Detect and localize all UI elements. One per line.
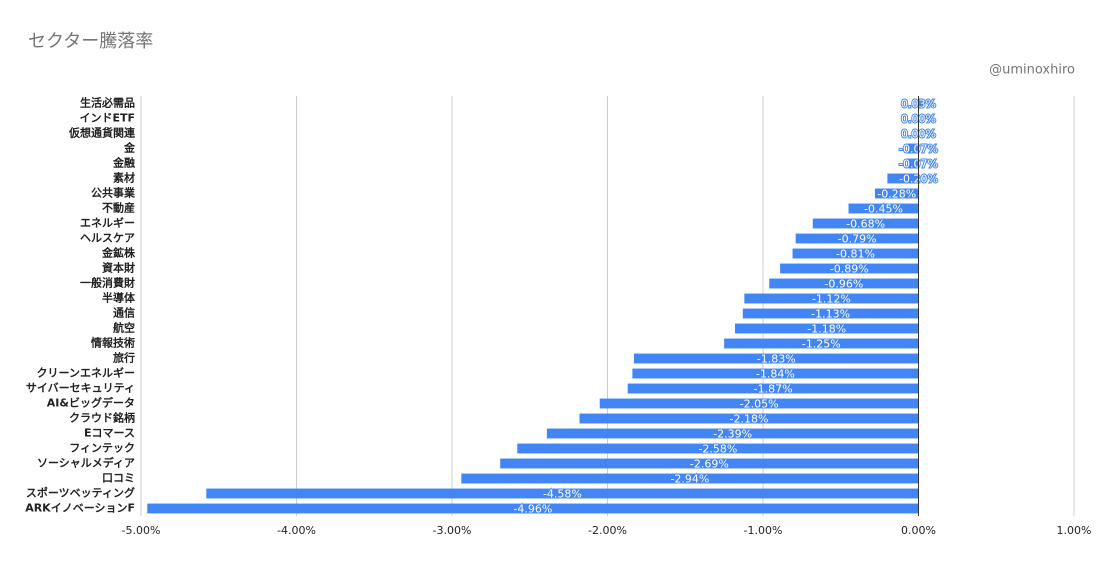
y-tick-label: 金融 xyxy=(112,156,135,170)
y-tick-label: Eコマース xyxy=(84,427,135,440)
value-label: -0.68% xyxy=(846,218,885,231)
value-label: -2.69% xyxy=(690,458,729,471)
value-label: -1.18% xyxy=(807,323,846,336)
chart-title: セクター騰落率 xyxy=(28,31,153,52)
y-tick-label: 生活必需品 xyxy=(80,96,135,110)
bar xyxy=(907,158,919,169)
y-tick-label: エネルギー xyxy=(80,216,135,230)
y-tick-label: 仮想通貨関連 xyxy=(68,126,136,140)
y-tick-label: 公共事業 xyxy=(91,186,136,200)
value-label: -2.18% xyxy=(730,413,769,426)
bar xyxy=(632,368,919,379)
y-tick-label: 一般消費財 xyxy=(80,276,135,290)
bar xyxy=(874,188,919,199)
bar xyxy=(461,473,919,484)
value-label: -0.89% xyxy=(830,263,869,276)
bar xyxy=(627,383,919,394)
bar xyxy=(742,308,919,319)
y-tick-label: ソーシャルメディア xyxy=(37,456,135,470)
y-tick-label: スポーツベッティング xyxy=(26,486,135,500)
bar xyxy=(918,98,924,109)
value-label: -1.25% xyxy=(802,338,841,351)
value-label: -2.58% xyxy=(698,443,737,456)
bar xyxy=(599,398,919,409)
x-tick-label: -4.00% xyxy=(277,524,316,537)
x-tick-label: -1.00% xyxy=(744,524,783,537)
value-label: -1.87% xyxy=(754,383,793,396)
bar xyxy=(579,413,919,424)
value-label: -0.28% xyxy=(877,188,916,201)
y-tick-label: ARKイノベーションF xyxy=(25,502,135,515)
y-tick-label: ヘルスケア xyxy=(80,232,135,245)
value-label: -1.12% xyxy=(812,293,851,306)
chart-subtitle: @uminoxhiro xyxy=(989,63,1075,78)
y-tick-label: 口コミ xyxy=(102,472,135,485)
y-tick-label: 金鉱株 xyxy=(101,246,136,260)
x-tick-label: 1.00% xyxy=(1057,524,1092,537)
y-tick-label: 通信 xyxy=(113,306,135,320)
value-label: -1.83% xyxy=(757,353,796,366)
bar xyxy=(500,458,919,469)
bar xyxy=(517,443,919,454)
y-tick-label: 金 xyxy=(123,141,136,155)
bar xyxy=(887,173,919,184)
value-label: -4.58% xyxy=(543,488,582,501)
value-label: -4.96% xyxy=(513,503,552,516)
bar xyxy=(744,293,919,304)
y-tick-label: 素材 xyxy=(113,171,135,185)
y-tick-label: クリーンエネルギー xyxy=(37,366,135,380)
x-tick-label: -3.00% xyxy=(433,524,472,537)
value-label: -0.45% xyxy=(864,203,903,216)
x-tick-label: 0.00% xyxy=(901,524,936,537)
bar xyxy=(780,263,919,274)
y-tick-label: AI&ビッグデータ xyxy=(47,396,135,410)
value-label: -0.81% xyxy=(836,248,875,261)
bar xyxy=(633,353,919,364)
value-label: -0.96% xyxy=(824,278,863,291)
x-tick-label: -5.00% xyxy=(122,524,161,537)
y-tick-label: サイバーセキュリティ xyxy=(26,382,135,395)
value-label: -2.39% xyxy=(713,428,752,441)
y-tick-label: 不動産 xyxy=(102,201,135,215)
x-tick-label: -2.00% xyxy=(588,524,627,537)
bar xyxy=(735,323,919,334)
bar xyxy=(792,248,919,259)
y-tick-label: 情報技術 xyxy=(91,336,135,350)
bar xyxy=(769,278,919,289)
y-tick-label: クラウド銘柄 xyxy=(69,411,135,425)
bar xyxy=(848,203,919,214)
value-label: -2.94% xyxy=(670,473,709,486)
bar xyxy=(812,218,919,229)
bar xyxy=(206,488,919,499)
value-label: -1.13% xyxy=(811,308,850,321)
y-tick-label: 半導体 xyxy=(102,291,136,305)
bar xyxy=(724,338,919,349)
value-label: -0.79% xyxy=(838,233,877,246)
y-tick-label: フィンテック xyxy=(69,442,135,455)
y-tick-label: 旅行 xyxy=(113,351,135,365)
bar xyxy=(147,503,919,514)
bar xyxy=(907,143,919,154)
value-label: -1.84% xyxy=(756,368,795,381)
y-tick-label: インドETF xyxy=(79,112,135,125)
y-tick-label: 航空 xyxy=(113,321,135,335)
y-tick-label: 資本財 xyxy=(102,261,135,275)
bar xyxy=(795,233,919,244)
value-label: -2.05% xyxy=(740,398,779,411)
bar xyxy=(546,428,919,439)
